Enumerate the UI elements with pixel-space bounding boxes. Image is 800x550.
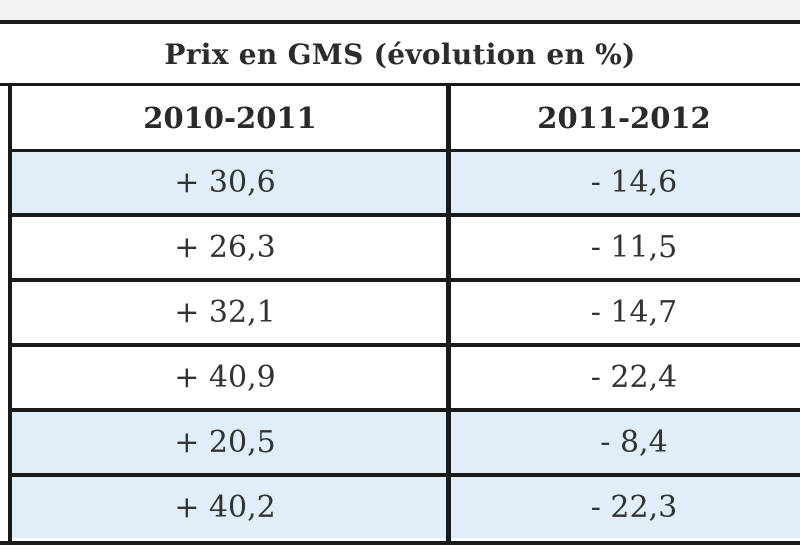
table-cell-2010-2011: + 30,6 bbox=[12, 152, 448, 213]
table-cell-2011-2012: - 22,3 bbox=[448, 477, 800, 538]
table-row: + 40,9 - 22,4 bbox=[12, 347, 800, 412]
table-row: + 30,6 - 14,6 bbox=[12, 152, 800, 217]
left-rule bbox=[8, 86, 12, 541]
top-band bbox=[0, 0, 800, 20]
column-divider bbox=[446, 86, 451, 541]
table-row: + 40,2 - 22,3 bbox=[12, 477, 800, 538]
table-body: + 30,6 - 14,6 + 26,3 - 11,5 + 32,1 - 14,… bbox=[12, 152, 800, 538]
table-title: Prix en GMS (évolution en %) bbox=[164, 37, 636, 71]
table-row: + 20,5 - 8,4 bbox=[12, 412, 800, 477]
column-header-2010-2011: 2010-2011 bbox=[143, 101, 317, 135]
table-frame bbox=[0, 20, 800, 545]
table-cell-2011-2012: - 8,4 bbox=[448, 412, 800, 473]
table-row: + 32,1 - 14,7 bbox=[12, 282, 800, 347]
table-cell-2010-2011: + 32,1 bbox=[174, 295, 276, 330]
table-cell-2010-2011: + 40,9 bbox=[174, 360, 276, 395]
table-cell-2011-2012: - 22,4 bbox=[590, 360, 678, 395]
table-cell-2010-2011: + 40,2 bbox=[12, 477, 448, 538]
table-cell-2011-2012: - 14,6 bbox=[448, 152, 800, 213]
table-cell-2011-2012: - 14,7 bbox=[590, 295, 678, 330]
header-row: 2010-2011 2011-2012 bbox=[12, 86, 800, 150]
title-rule bbox=[0, 83, 800, 86]
header-rule bbox=[12, 149, 800, 152]
table-cell-2010-2011: + 20,5 bbox=[12, 412, 448, 473]
table-cell-2010-2011: + 26,3 bbox=[174, 230, 276, 265]
column-header-2011-2012: 2011-2012 bbox=[537, 101, 711, 135]
table-cell-2011-2012: - 11,5 bbox=[590, 230, 678, 265]
table-row: + 26,3 - 11,5 bbox=[12, 217, 800, 282]
